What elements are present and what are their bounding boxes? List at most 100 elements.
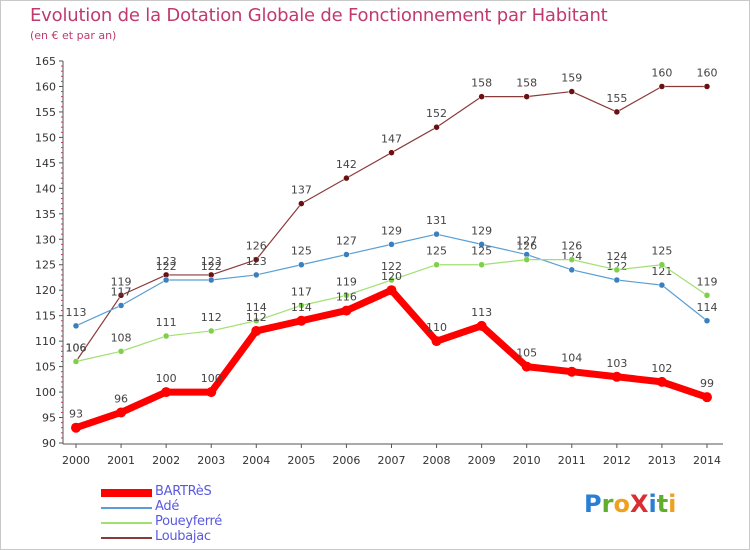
- data-point-ade-: [72, 322, 80, 330]
- data-label-poueyferre-: 125: [471, 245, 492, 258]
- data-point-bartre-s: [161, 387, 172, 398]
- data-point-poueyferre-: [613, 266, 621, 274]
- data-label-bartre-s: 112: [246, 311, 267, 324]
- data-point-poueyferre-: [117, 348, 125, 355]
- data-point-bartre-s: [71, 422, 81, 433]
- data-label-ade-: 125: [291, 245, 312, 258]
- data-label-loubajac: 152: [426, 107, 447, 120]
- data-label-poueyferre-: 124: [606, 250, 627, 263]
- chart-title: Evolution de la Dotation Globale de Fonc…: [30, 5, 608, 26]
- data-point-ade-: [658, 281, 666, 289]
- data-label-poueyferre-: 119: [696, 275, 717, 288]
- data-point-bartre-s: [521, 361, 532, 372]
- data-point-ade-: [343, 251, 350, 258]
- data-label-poueyferre-: 111: [156, 316, 177, 329]
- data-label-bartre-s: 103: [606, 357, 627, 370]
- y-tick-label: 95: [42, 412, 56, 425]
- data-label-bartre-s: 105: [516, 347, 537, 360]
- data-label-loubajac: 158: [516, 77, 537, 90]
- data-point-poueyferre-: [72, 358, 80, 365]
- x-tick-label: 2013: [648, 454, 676, 467]
- data-label-poueyferre-: 117: [291, 285, 312, 298]
- data-point-bartre-s: [566, 366, 577, 377]
- data-label-loubajac: 159: [561, 72, 582, 85]
- data-label-bartre-s: 104: [561, 352, 582, 365]
- data-point-ade-: [613, 276, 621, 284]
- data-point-poueyferre-: [343, 292, 350, 299]
- data-label-loubajac: 160: [696, 66, 717, 79]
- data-point-ade-: [162, 276, 170, 284]
- data-label-bartre-s: 93: [69, 408, 83, 421]
- logo-letter: i: [648, 490, 657, 518]
- data-label-poueyferre-: 112: [201, 311, 222, 324]
- y-tick-label: 160: [35, 80, 56, 93]
- data-point-ade-: [703, 317, 711, 325]
- y-tick-label: 105: [35, 361, 56, 374]
- proxiti-logo: ProXiti: [584, 490, 676, 518]
- y-tick-label: 130: [35, 233, 56, 246]
- data-label-bartre-s: 100: [201, 372, 222, 385]
- data-point-bartre-s: [656, 376, 667, 387]
- data-point-ade-: [388, 241, 395, 248]
- data-label-poueyferre-: 125: [651, 245, 672, 258]
- legend-label: BARTRèS: [155, 484, 212, 499]
- data-label-bartre-s: 102: [651, 362, 672, 375]
- legend-label: Adé: [155, 499, 180, 514]
- data-point-bartre-s: [701, 392, 712, 403]
- chart-legend: BARTRèS Adé Poueyferré Loubajac: [101, 484, 301, 545]
- data-label-bartre-s: 99: [700, 377, 714, 390]
- data-point-poueyferre-: [523, 256, 530, 263]
- data-point-loubajac: [298, 200, 305, 207]
- legend-item: Loubajac: [101, 529, 301, 545]
- legend-item: Poueyferré: [101, 514, 301, 530]
- y-tick-label: 100: [35, 386, 56, 399]
- data-label-loubajac: 160: [651, 66, 672, 79]
- data-label-loubajac: 123: [201, 255, 222, 268]
- y-tick-label: 90: [42, 437, 56, 450]
- data-point-bartre-s: [386, 285, 397, 296]
- data-label-ade-: 123: [246, 255, 267, 268]
- legend-label: Poueyferré: [155, 514, 223, 529]
- data-label-ade-: 127: [336, 235, 357, 248]
- y-tick-label: 150: [35, 131, 56, 144]
- data-label-poueyferre-: 119: [336, 275, 357, 288]
- data-point-loubajac: [343, 174, 350, 182]
- data-label-loubajac: 106: [66, 342, 87, 355]
- data-point-ade-: [207, 276, 215, 284]
- data-label-bartre-s: 110: [426, 321, 447, 334]
- data-point-bartre-s: [251, 325, 262, 336]
- y-tick-label: 145: [35, 157, 56, 170]
- legend-swatch: [101, 507, 152, 509]
- x-tick-label: 2006: [332, 454, 360, 467]
- logo-letter: i: [668, 490, 677, 518]
- x-tick-label: 2007: [377, 454, 405, 467]
- data-label-bartre-s: 96: [114, 392, 128, 405]
- data-label-bartre-s: 120: [381, 270, 402, 283]
- y-tick-label: 110: [35, 335, 56, 348]
- data-point-bartre-s: [341, 305, 352, 316]
- data-point-loubajac: [613, 108, 621, 116]
- data-point-poueyferre-: [658, 261, 666, 268]
- y-tick-label: 155: [35, 106, 56, 119]
- data-label-bartre-s: 113: [471, 306, 492, 319]
- data-point-bartre-s: [206, 387, 217, 398]
- data-point-loubajac: [568, 88, 576, 95]
- x-tick-label: 2008: [423, 454, 451, 467]
- x-tick-label: 2010: [513, 454, 541, 467]
- x-tick-label: 2001: [107, 454, 135, 467]
- data-label-ade-: 129: [471, 224, 492, 237]
- data-label-ade-: 117: [111, 285, 132, 298]
- data-point-bartre-s: [431, 336, 442, 347]
- legend-swatch: [101, 522, 152, 524]
- data-label-loubajac: 137: [291, 184, 312, 197]
- data-label-loubajac: 142: [336, 158, 357, 171]
- data-label-bartre-s: 100: [156, 372, 177, 385]
- legend-swatch: [101, 489, 152, 497]
- logo-letter: o: [613, 490, 630, 518]
- logo-letter: r: [601, 490, 614, 518]
- data-point-ade-: [478, 241, 485, 248]
- data-label-bartre-s: 114: [291, 301, 312, 314]
- data-point-ade-: [433, 230, 440, 238]
- data-point-poueyferre-: [253, 317, 260, 325]
